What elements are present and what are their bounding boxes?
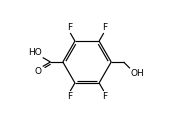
- Text: F: F: [102, 23, 107, 32]
- Text: O: O: [35, 67, 42, 76]
- Text: HO: HO: [28, 48, 42, 57]
- Text: F: F: [67, 23, 72, 32]
- Text: F: F: [102, 92, 107, 101]
- Text: OH: OH: [131, 69, 144, 78]
- Text: F: F: [67, 92, 72, 101]
